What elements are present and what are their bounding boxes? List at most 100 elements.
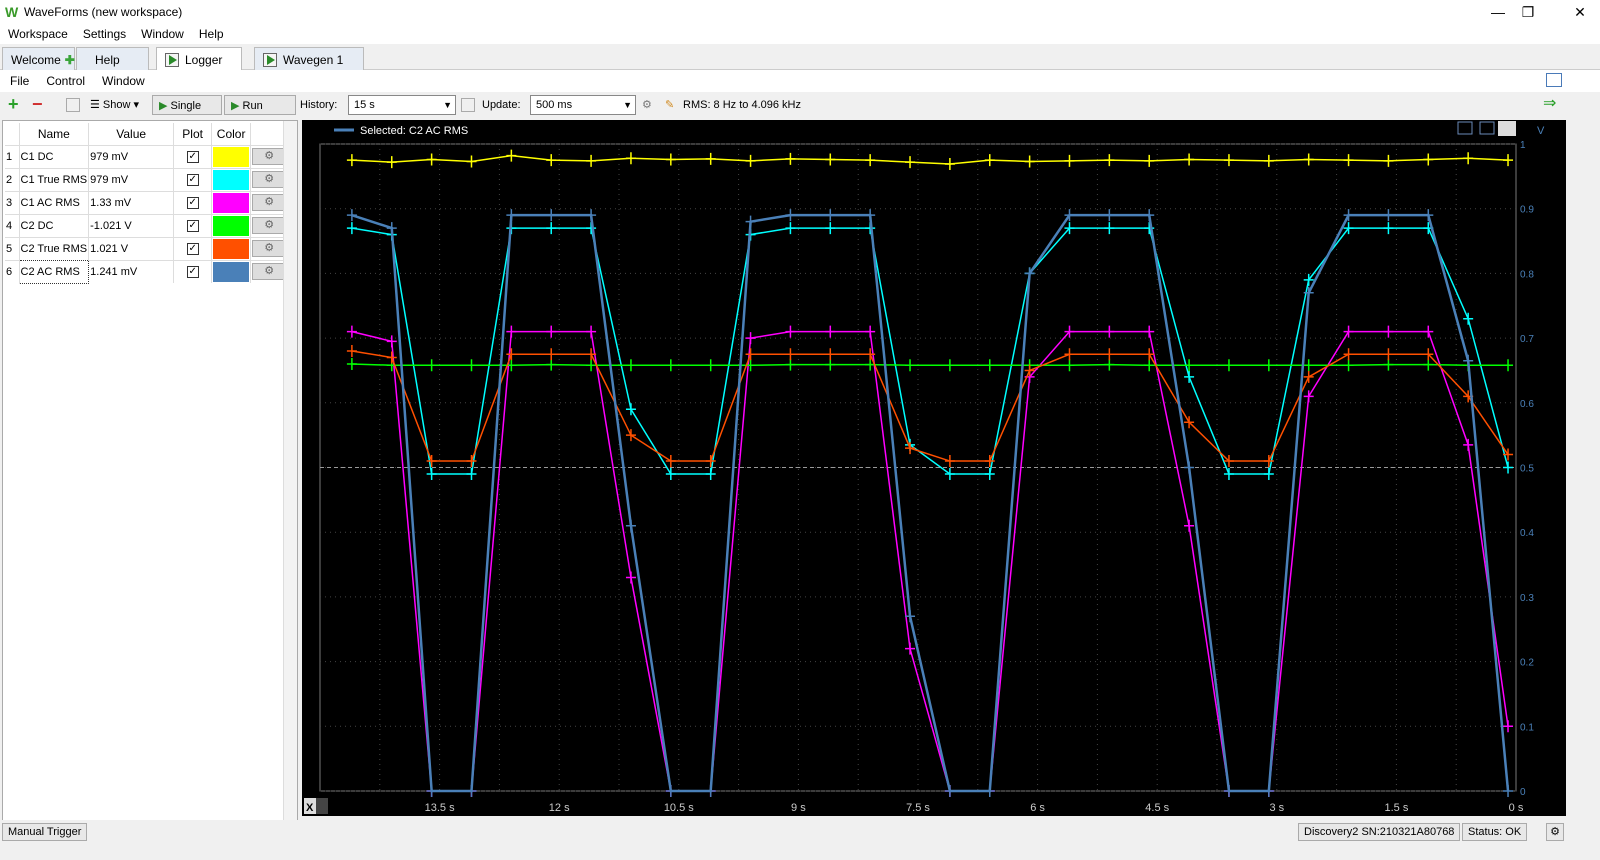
gear-icon[interactable]: ⚙ (252, 148, 287, 165)
plot-checkbox[interactable]: ✓ (186, 174, 199, 186)
color-swatch[interactable] (213, 238, 250, 259)
cursor-icon[interactable] (1457, 121, 1473, 135)
color-swatch[interactable] (213, 215, 250, 236)
data-point (625, 403, 636, 416)
data-point (785, 325, 796, 338)
data-point (944, 455, 955, 468)
data-point (1303, 286, 1314, 299)
menu-workspace[interactable]: Workspace (8, 27, 68, 41)
row-name[interactable]: C2 True RMS (19, 236, 90, 260)
scrollbar[interactable] (283, 121, 297, 833)
history-options-icon[interactable] (461, 98, 475, 112)
menu-control[interactable]: Control (46, 74, 86, 88)
data-point (865, 154, 876, 167)
color-swatch[interactable] (213, 261, 250, 282)
gear-icon[interactable]: ⚙ (252, 263, 287, 281)
close-button[interactable]: ✕ (1574, 4, 1586, 20)
y-tick-label: 0.2 (1520, 658, 1534, 669)
restore-button[interactable]: ❐ (1521, 4, 1535, 20)
data-point (1263, 154, 1274, 167)
table-row[interactable]: 1 C1 DC 979 mV ✓ ⚙ (5, 144, 290, 168)
color-swatch[interactable] (213, 169, 250, 190)
series-line (351, 213, 1510, 793)
data-point (426, 359, 437, 372)
menu-instrument-window[interactable]: Window (102, 74, 145, 88)
plot-checkbox[interactable]: ✓ (186, 266, 199, 279)
data-point (745, 332, 756, 345)
add-channel-icon[interactable]: + (8, 94, 19, 114)
tab-wavegen-label: Wavegen 1 (283, 53, 344, 67)
menu-window[interactable]: Window (141, 27, 184, 41)
tab-welcome[interactable]: Welcome ✚ (2, 47, 75, 70)
data-point (426, 455, 437, 468)
color-swatch[interactable] (213, 146, 250, 167)
table-row[interactable]: 3 C1 AC RMS 1.33 mV ✓ ⚙ (5, 190, 290, 214)
y-tick-label: 0.7 (1520, 334, 1534, 345)
plot-checkbox[interactable]: ✓ (186, 151, 199, 163)
data-point (825, 209, 836, 222)
data-point (1184, 153, 1195, 166)
row-name[interactable]: C2 AC RMS (18, 259, 90, 284)
plot-checkbox[interactable]: ✓ (186, 220, 199, 232)
gear-icon[interactable]: ⚙ (252, 194, 287, 211)
table-row[interactable]: 2 C1 True RMS 979 mV ✓ ⚙ (5, 167, 290, 191)
data-point (825, 348, 836, 361)
history-label: History: (300, 99, 338, 111)
data-point (1104, 222, 1115, 235)
menu-file[interactable]: File (10, 74, 30, 88)
data-point (705, 152, 716, 165)
gear-icon[interactable]: ⚙ (642, 99, 652, 111)
data-point (1383, 154, 1394, 167)
data-point (506, 348, 517, 361)
arrow-right-icon[interactable]: ⇒ (1543, 95, 1557, 112)
y-tick-label: 1 (1520, 140, 1526, 151)
table-row[interactable]: 6 C2 AC RMS 1.241 mV ✓ ⚙ (5, 259, 290, 284)
table-row[interactable]: 5 C2 True RMS 1.021 V ✓ ⚙ (5, 236, 290, 260)
data-point (1303, 370, 1314, 383)
history-select[interactable]: 15 s ▼ (348, 95, 456, 115)
plot-checkbox[interactable]: ✓ (186, 197, 199, 209)
tab-wavegen[interactable]: Wavegen 1✕ (254, 47, 364, 82)
data-point (625, 359, 636, 372)
data-point (1144, 222, 1155, 235)
run-button[interactable]: ▶ Run (224, 95, 296, 115)
gear-icon[interactable]: ⚙ (252, 240, 287, 257)
channel-panel: Name Value Plot Color 1 C1 DC 979 mV ✓ ⚙… (2, 120, 298, 834)
row-name[interactable]: C1 DC (19, 144, 90, 168)
device-info[interactable]: Discovery2 SN:210321A80768 (1298, 823, 1461, 841)
plot-checkbox[interactable]: ✓ (186, 243, 199, 255)
x-dropdown[interactable] (316, 798, 328, 814)
single-button[interactable]: ▶ Single (152, 95, 222, 115)
plot-area[interactable]: Selected: C2 AC RMS V X 0 0.1 0.2 0.3 0.4 0.5… (302, 120, 1566, 816)
gear-icon[interactable]: ⚙ (252, 217, 287, 234)
data-point (665, 467, 676, 480)
dock-icon[interactable] (1546, 73, 1562, 87)
minimize-button[interactable]: — (1491, 4, 1505, 20)
zoom-icon[interactable] (1479, 121, 1495, 135)
tab-help[interactable]: Help (76, 47, 149, 70)
data-point (586, 325, 597, 338)
update-select[interactable]: 500 ms ▼ (530, 95, 636, 115)
menu-help[interactable]: Help (198, 27, 224, 41)
show-button[interactable]: ☰ Show ▾ (90, 99, 140, 111)
data-point (944, 359, 955, 372)
chart-svg[interactable]: Selected: C2 AC RMS V X 0 0.1 0.2 0.3 0.4 0.5… (302, 120, 1566, 816)
menu-settings[interactable]: Settings (82, 27, 127, 41)
settings-icon[interactable] (1498, 121, 1516, 136)
x-axis: 13.5 s 12 s 10.5 s 9 s 7.5 s 6 s 4.5 s 3 s 1.5 s… (425, 802, 1524, 814)
gear-icon[interactable]: ⚙ (252, 171, 287, 188)
manual-trigger-button[interactable]: Manual Trigger (2, 823, 88, 841)
edit-icon[interactable] (66, 98, 80, 112)
row-name[interactable]: C1 AC RMS (19, 190, 90, 214)
table-row[interactable]: 4 C2 DC -1.021 V ✓ ⚙ (5, 213, 290, 237)
gear-icon[interactable]: ⚙ (1546, 823, 1564, 841)
header-name: Name (19, 123, 90, 145)
row-name[interactable]: C1 True RMS (19, 167, 90, 191)
remove-channel-icon[interactable]: − (32, 94, 43, 114)
x-button[interactable] (304, 798, 316, 814)
data-point (1423, 348, 1434, 361)
data-point (944, 158, 955, 171)
tab-logger[interactable]: Logger✕ (156, 47, 242, 82)
color-swatch[interactable] (213, 192, 250, 213)
row-name[interactable]: C2 DC (19, 213, 90, 237)
